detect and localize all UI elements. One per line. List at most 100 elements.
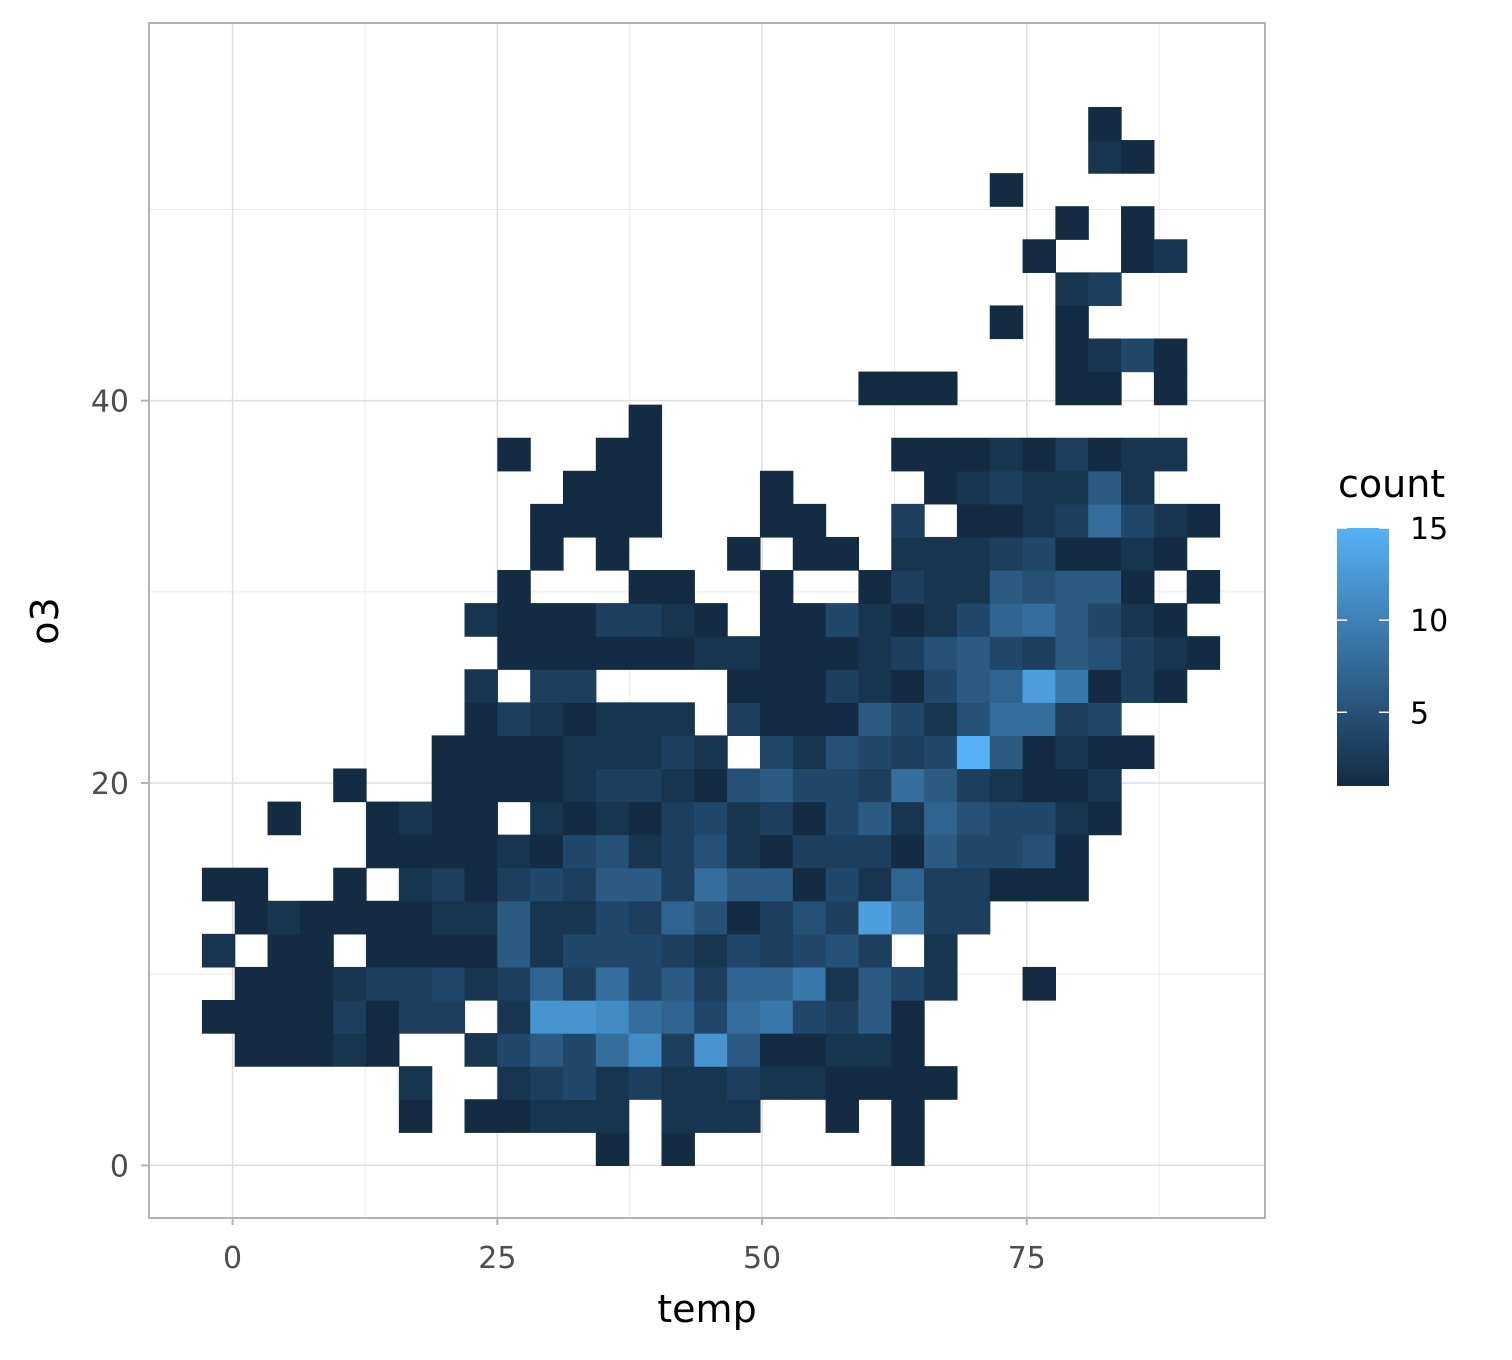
heatmap-tile: [464, 768, 498, 803]
heatmap-tile: [825, 1099, 860, 1133]
heatmap-tile: [398, 834, 433, 869]
heatmap-tile: [366, 1000, 400, 1034]
heatmap-tile: [464, 702, 498, 737]
heatmap-tile: [1088, 768, 1122, 803]
heatmap-tile: [1055, 437, 1089, 472]
heatmap-tile: [267, 900, 301, 935]
heatmap-tile: [464, 966, 498, 1001]
heatmap-tile: [891, 1033, 925, 1067]
heatmap-tile: [825, 1066, 860, 1100]
heatmap-tile: [595, 966, 630, 1001]
heatmap-tile: [825, 801, 860, 836]
heatmap-tile: [398, 1099, 433, 1133]
heatmap-tile: [989, 536, 1024, 571]
heatmap-tile: [1022, 834, 1056, 869]
heatmap-tile: [989, 735, 1024, 770]
heatmap-tile: [595, 1066, 630, 1100]
heatmap-tile: [628, 900, 663, 935]
heatmap-tile: [989, 636, 1024, 670]
heatmap-tile: [497, 570, 531, 604]
heatmap-tile: [891, 536, 925, 571]
heatmap-tile: [956, 636, 991, 670]
heatmap-tile: [1055, 801, 1089, 836]
heatmap-tile: [398, 966, 433, 1001]
heatmap-tile: [333, 966, 367, 1001]
heatmap-tile: [759, 570, 794, 604]
heatmap-tile: [694, 966, 728, 1001]
heatmap-tile: [661, 702, 695, 737]
heatmap-tile: [333, 867, 367, 902]
heatmap-tile: [1022, 437, 1056, 472]
heatmap-tile: [497, 966, 531, 1001]
heatmap-tile: [497, 1033, 531, 1067]
heatmap-tile: [858, 735, 892, 770]
heatmap-tile: [891, 702, 925, 737]
heatmap-tile: [1022, 603, 1056, 637]
heatmap-tile: [267, 1000, 301, 1034]
heatmap-tile: [431, 900, 466, 935]
heatmap-tile: [891, 867, 925, 902]
heatmap-tile: [530, 536, 564, 571]
heatmap-tile: [366, 966, 400, 1001]
heatmap-tile: [694, 1066, 728, 1100]
heatmap-tile: [825, 933, 860, 968]
heatmap-tile: [595, 603, 630, 637]
heatmap-tile: [1055, 371, 1089, 406]
legend-colorbar: [1337, 528, 1389, 786]
heatmap-tile: [956, 834, 991, 869]
heatmap-tile: [956, 801, 991, 836]
heatmap-tile: [661, 735, 695, 770]
heatmap-tile: [1055, 338, 1089, 373]
heatmap-tile: [956, 768, 991, 803]
heatmap-tile: [628, 470, 663, 505]
heatmap-tile: [398, 867, 433, 902]
heatmap-tile: [1088, 702, 1122, 737]
heatmap-tile: [694, 900, 728, 935]
heatmap-tile: [956, 900, 991, 935]
heatmap-tile: [628, 1000, 663, 1034]
heatmap-tile: [431, 735, 466, 770]
heatmap-tile: [759, 470, 794, 505]
heatmap-tile: [1088, 470, 1122, 505]
heatmap-tile: [595, 834, 630, 869]
heatmap-tile: [464, 900, 498, 935]
heatmap-tile: [858, 1033, 892, 1067]
heatmap-tile: [1088, 603, 1122, 637]
heatmap-tile: [924, 603, 958, 637]
heatmap-tile: [694, 735, 728, 770]
heatmap-tile: [825, 834, 860, 869]
heatmap-tile: [792, 669, 827, 703]
heatmap-tile: [825, 636, 860, 670]
heatmap-tile: [858, 636, 892, 670]
heatmap-tile: [201, 933, 236, 968]
heatmap-tile: [1121, 669, 1155, 703]
heatmap-tile: [956, 536, 991, 571]
heatmap-tile: [1121, 206, 1155, 240]
heatmap-tile: [366, 900, 400, 935]
heatmap-tile: [431, 966, 466, 1001]
heatmap-tile: [431, 1000, 466, 1034]
heatmap-tile: [1153, 503, 1188, 538]
heatmap-tile: [267, 801, 301, 836]
heatmap-tile: [1022, 867, 1056, 902]
heatmap-tile: [595, 636, 630, 670]
heatmap-tile: [956, 669, 991, 703]
heatmap-tile: [792, 503, 827, 538]
heatmap-tile: [1055, 570, 1089, 604]
heatmap-tile: [661, 603, 695, 637]
heatmap-tile: [759, 966, 794, 1001]
heatmap-tile: [464, 834, 498, 869]
heatmap-tile: [431, 867, 466, 902]
heatmap-tile: [562, 900, 597, 935]
heatmap-tile: [628, 570, 663, 604]
heatmap-tile: [530, 636, 564, 670]
heatmap-tile: [825, 603, 860, 637]
heatmap-tile: [595, 735, 630, 770]
heatmap-tile: [759, 900, 794, 935]
heatmap-tile: [759, 1066, 794, 1100]
heatmap-tile: [497, 1066, 531, 1100]
heatmap-tile: [694, 768, 728, 803]
y-tick-label: 40: [91, 385, 129, 420]
heatmap-tile: [727, 933, 761, 968]
heatmap-tile: [333, 1033, 367, 1067]
